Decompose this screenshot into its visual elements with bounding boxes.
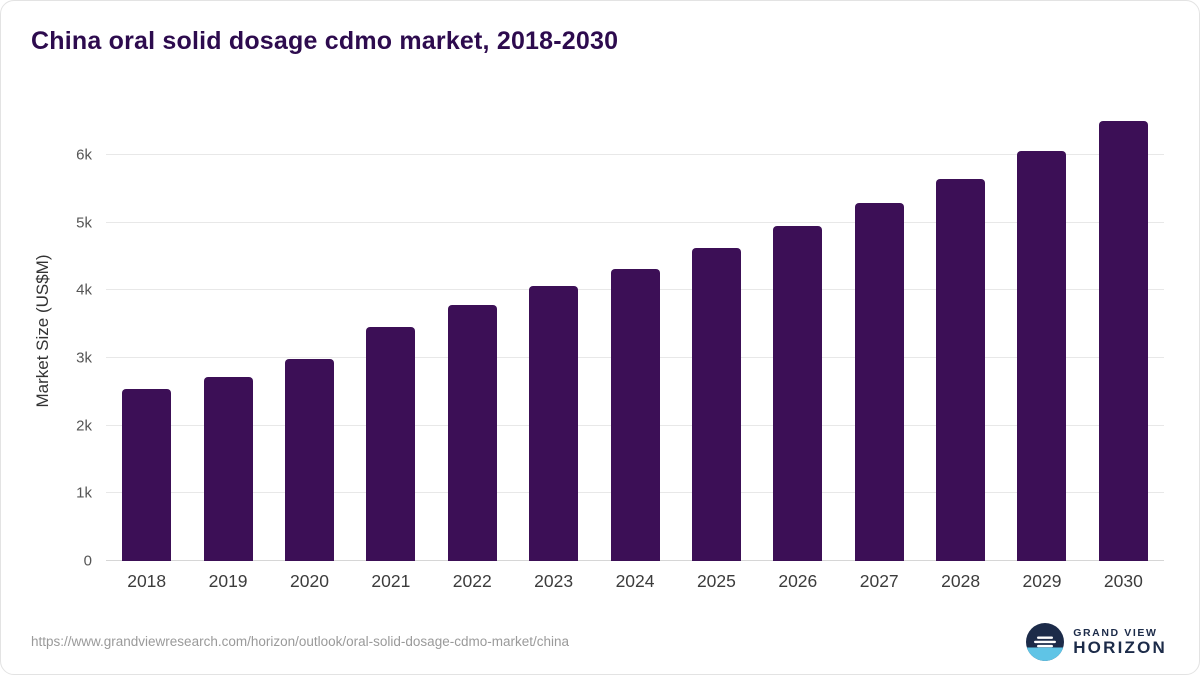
brand-line1: GRAND VIEW [1073, 626, 1158, 639]
bar-2018 [122, 388, 172, 561]
bar-slot [920, 101, 1001, 561]
bars-container [106, 101, 1164, 561]
bar-slot [269, 101, 350, 561]
x-tick-label: 2029 [1022, 571, 1062, 591]
bar-2019 [203, 377, 253, 561]
horizon-logo-icon [1026, 623, 1065, 661]
bar-2030 [1098, 121, 1148, 561]
bar-2020 [284, 359, 334, 561]
bar-2022 [447, 304, 497, 561]
source-url: https://www.grandviewresearch.com/horizo… [31, 634, 569, 649]
bar-2027 [854, 203, 904, 561]
bar-slot [513, 101, 594, 561]
x-tick-label: 2021 [371, 571, 411, 591]
brand-logo: GRAND VIEW HORIZON [1026, 623, 1167, 661]
x-tick-label: 2027 [859, 571, 899, 591]
x-tick-label: 2025 [696, 571, 736, 591]
bar-2024 [610, 268, 660, 561]
bar-slot [676, 101, 757, 561]
bar-slot [1001, 101, 1082, 561]
x-tick-label: 2018 [127, 571, 167, 591]
x-tick-label: 2028 [941, 571, 981, 591]
bar-2026 [773, 226, 823, 561]
bar-slot [432, 101, 513, 561]
y-tick-label: 0 [83, 552, 92, 570]
gridline [106, 154, 1164, 156]
bar-2029 [1017, 151, 1067, 561]
bar-slot [106, 101, 187, 561]
bar-slot [350, 101, 431, 561]
x-tick-label: 2030 [1103, 571, 1143, 591]
bar-slot [594, 101, 675, 561]
chart-title: China oral solid dosage cdmo market, 201… [31, 27, 619, 55]
y-tick-label: 5k [76, 214, 92, 232]
bar-slot [757, 101, 838, 561]
x-tick-label: 2022 [452, 571, 492, 591]
bar-slot [1083, 101, 1164, 561]
bar-slot [187, 101, 268, 561]
brand-line2: HORIZON [1073, 637, 1167, 657]
y-tick-label: 4k [76, 281, 92, 299]
plot-area: 0 1k 2k 3k 4k 5k 6k [76, 101, 1164, 570]
x-tick-label: 2019 [208, 571, 248, 591]
bar-slot [839, 101, 920, 561]
y-tick-label: 1k [76, 484, 92, 502]
y-tick-label: 3k [76, 349, 92, 367]
x-tick-label: 2024 [615, 571, 655, 591]
bar-2028 [936, 178, 986, 561]
gridline [106, 221, 1164, 223]
y-tick-label: 2k [76, 417, 92, 435]
bar-2023 [529, 285, 579, 561]
y-tick-label: 6k [76, 146, 92, 164]
x-tick-label: 2020 [290, 571, 329, 591]
brand-text: GRAND VIEW HORIZON [1073, 626, 1167, 657]
bar-2021 [366, 326, 416, 561]
x-tick-label: 2023 [534, 571, 574, 591]
y-axis-label: Market Size (US$M) [33, 254, 52, 408]
x-tick-label: 2026 [778, 571, 818, 591]
bar-2025 [691, 248, 741, 561]
x-axis: 2018 2019 2020 2021 2022 2023 2024 2025 2026 2027… [106, 571, 1164, 592]
